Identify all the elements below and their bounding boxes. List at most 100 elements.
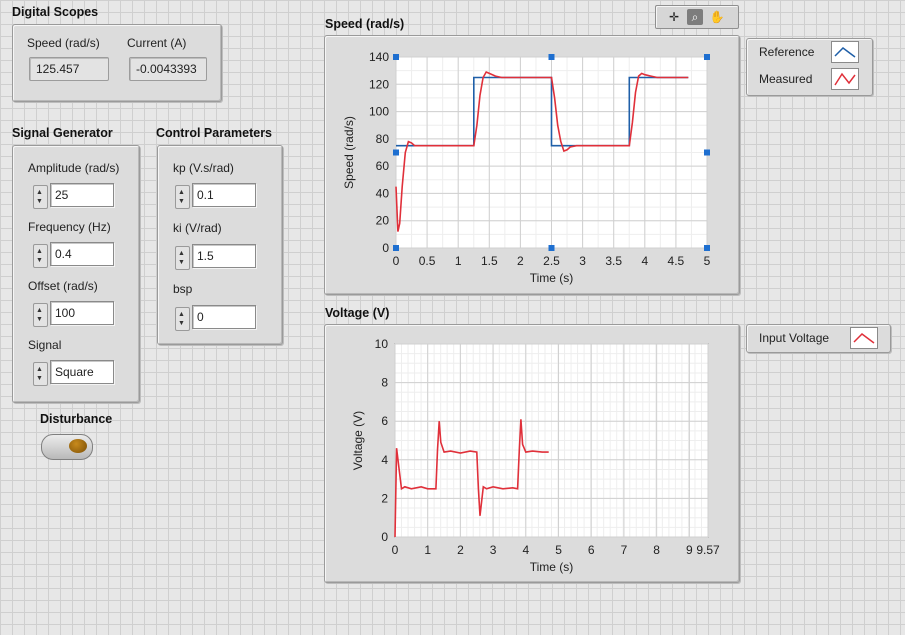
decrement-icon[interactable]: ▼ [36,375,43,382]
x-tick-label: 8 [653,543,660,557]
signal-generator-panel: Amplitude (rad/s) ▲ ▼ 25 Frequency (Hz) ▲… [12,145,140,403]
decrement-icon[interactable]: ▼ [36,316,43,323]
x-tick-label: 6 [588,543,595,557]
legend-item-reference[interactable]: Reference [747,41,872,65]
y-tick-label: 20 [376,214,390,228]
signal-select[interactable]: Square [50,360,114,384]
x-tick-label: 2 [457,543,464,557]
x-tick-label: 5 [704,254,711,268]
selection-handle [393,54,399,60]
frequency-spinner[interactable]: ▲ ▼ [33,244,48,268]
control-parameters-panel: kp (V.s/rad) ▲ ▼ 0.1 ki (V/rad) ▲ ▼ 1.5 bs… [157,145,283,345]
legend-label-measured: Measured [759,72,813,86]
selection-handle [393,149,399,156]
increment-icon[interactable]: ▲ [178,250,185,257]
increment-icon[interactable]: ▲ [36,366,43,373]
legend-item-measured[interactable]: Measured [747,68,872,92]
signal-generator-title: Signal Generator [12,126,113,140]
voltage-chart-title: Voltage (V) [325,306,390,320]
selection-handle [704,149,710,156]
x-tick-label: 9.57 [696,543,720,557]
x-tick-label: 3 [579,254,586,268]
x-tick-label: 3 [490,543,497,557]
signal-label: Signal [28,338,62,352]
voltage-chart[interactable]: 0 1 2 3 4 5 6 7 8 9 9.57 0 2 4 6 8 10 Time (s) Voltage (V) [325,325,739,582]
current-indicator-label: Current (A) [127,36,187,50]
disturbance-led-icon [69,439,87,453]
y-tick-label: 4 [381,453,388,467]
amplitude-label: Amplitude (rad/s) [28,161,120,175]
x-tick-label: 4 [522,543,529,557]
selection-handle [548,54,555,60]
kp-label: kp (V.s/rad) [173,161,234,175]
selection-handle [704,54,710,60]
zoom-icon[interactable]: ⌕ [687,9,703,25]
x-tick-label: 2 [517,254,524,268]
increment-icon[interactable]: ▲ [36,189,43,196]
y-axis-label: Speed (rad/s) [342,116,356,189]
y-tick-label: 40 [376,186,390,200]
y-tick-label: 6 [381,414,388,428]
y-tick-label: 140 [369,50,389,64]
pan-hand-icon[interactable]: ✋ [709,10,725,24]
digital-scopes-title: Digital Scopes [12,5,99,19]
increment-icon[interactable]: ▲ [178,189,185,196]
x-tick-label: 4 [641,254,648,268]
x-axis-label: Time (s) [530,271,574,285]
decrement-icon[interactable]: ▼ [178,320,185,327]
measured-swatch-icon [831,68,859,90]
speed-chart-panel: 0 0.5 1 1.5 2 2.5 3 3.5 4 4.5 5 0 20 40 60 80 100 120 140 T… [324,35,740,295]
increment-icon[interactable]: ▲ [36,248,43,255]
x-tick-label: 0.5 [419,254,436,268]
series-line-reference [396,76,689,147]
decrement-icon[interactable]: ▼ [36,198,43,205]
offset-input[interactable]: 100 [50,301,114,325]
ki-spinner[interactable]: ▲ ▼ [175,246,190,270]
y-tick-label: 8 [381,376,388,390]
current-indicator: -0.0043393 [129,57,207,81]
speed-indicator: 125.457 [29,57,109,81]
x-tick-label: 2.5 [543,254,560,268]
x-tick-label: 1 [424,543,431,557]
disturbance-toggle[interactable] [41,434,93,460]
x-tick-label: 1.5 [481,254,498,268]
bsp-input[interactable]: 0 [192,305,256,329]
offset-label: Offset (rad/s) [28,279,98,293]
input-voltage-swatch-icon [850,327,878,349]
bsp-spinner[interactable]: ▲ ▼ [175,307,190,331]
decrement-icon[interactable]: ▼ [178,259,185,266]
amplitude-spinner[interactable]: ▲ ▼ [33,185,48,209]
y-tick-label: 0 [381,530,388,544]
selection-handle [548,245,555,251]
increment-icon[interactable]: ▲ [36,307,43,314]
signal-spinner[interactable]: ▲ ▼ [33,362,48,386]
kp-input[interactable]: 0.1 [192,183,256,207]
decrement-icon[interactable]: ▼ [36,257,43,264]
increment-icon[interactable]: ▲ [178,311,185,318]
ki-input[interactable]: 1.5 [192,244,256,268]
legend-label-reference: Reference [759,45,815,59]
ki-label: ki (V/rad) [173,221,222,235]
graph-palette: ✛ ⌕ ✋ [655,5,739,29]
x-axis-label: Time (s) [530,560,574,574]
x-tick-label: 0 [392,543,399,557]
speed-indicator-label: Speed (rad/s) [27,36,100,50]
cursor-move-icon[interactable]: ✛ [668,10,680,24]
amplitude-input[interactable]: 25 [50,183,114,207]
speed-chart[interactable]: 0 0.5 1 1.5 2 2.5 3 3.5 4 4.5 5 0 20 40 60 80 100 120 140 T… [325,36,739,294]
y-tick-label: 10 [375,337,389,351]
decrement-icon[interactable]: ▼ [178,198,185,205]
offset-spinner[interactable]: ▲ ▼ [33,303,48,327]
reference-swatch-icon [831,41,859,63]
bsp-label: bsp [173,282,193,296]
y-tick-label: 60 [376,159,390,173]
legend-item-input-voltage[interactable]: Input Voltage [747,327,890,351]
speed-chart-title: Speed (rad/s) [325,17,405,31]
disturbance-label: Disturbance [40,412,113,426]
y-tick-label: 120 [369,77,389,91]
kp-spinner[interactable]: ▲ ▼ [175,185,190,209]
series-line-measured [395,70,689,232]
y-tick-label: 80 [376,132,390,146]
x-tick-label: 5 [555,543,562,557]
frequency-input[interactable]: 0.4 [50,242,114,266]
